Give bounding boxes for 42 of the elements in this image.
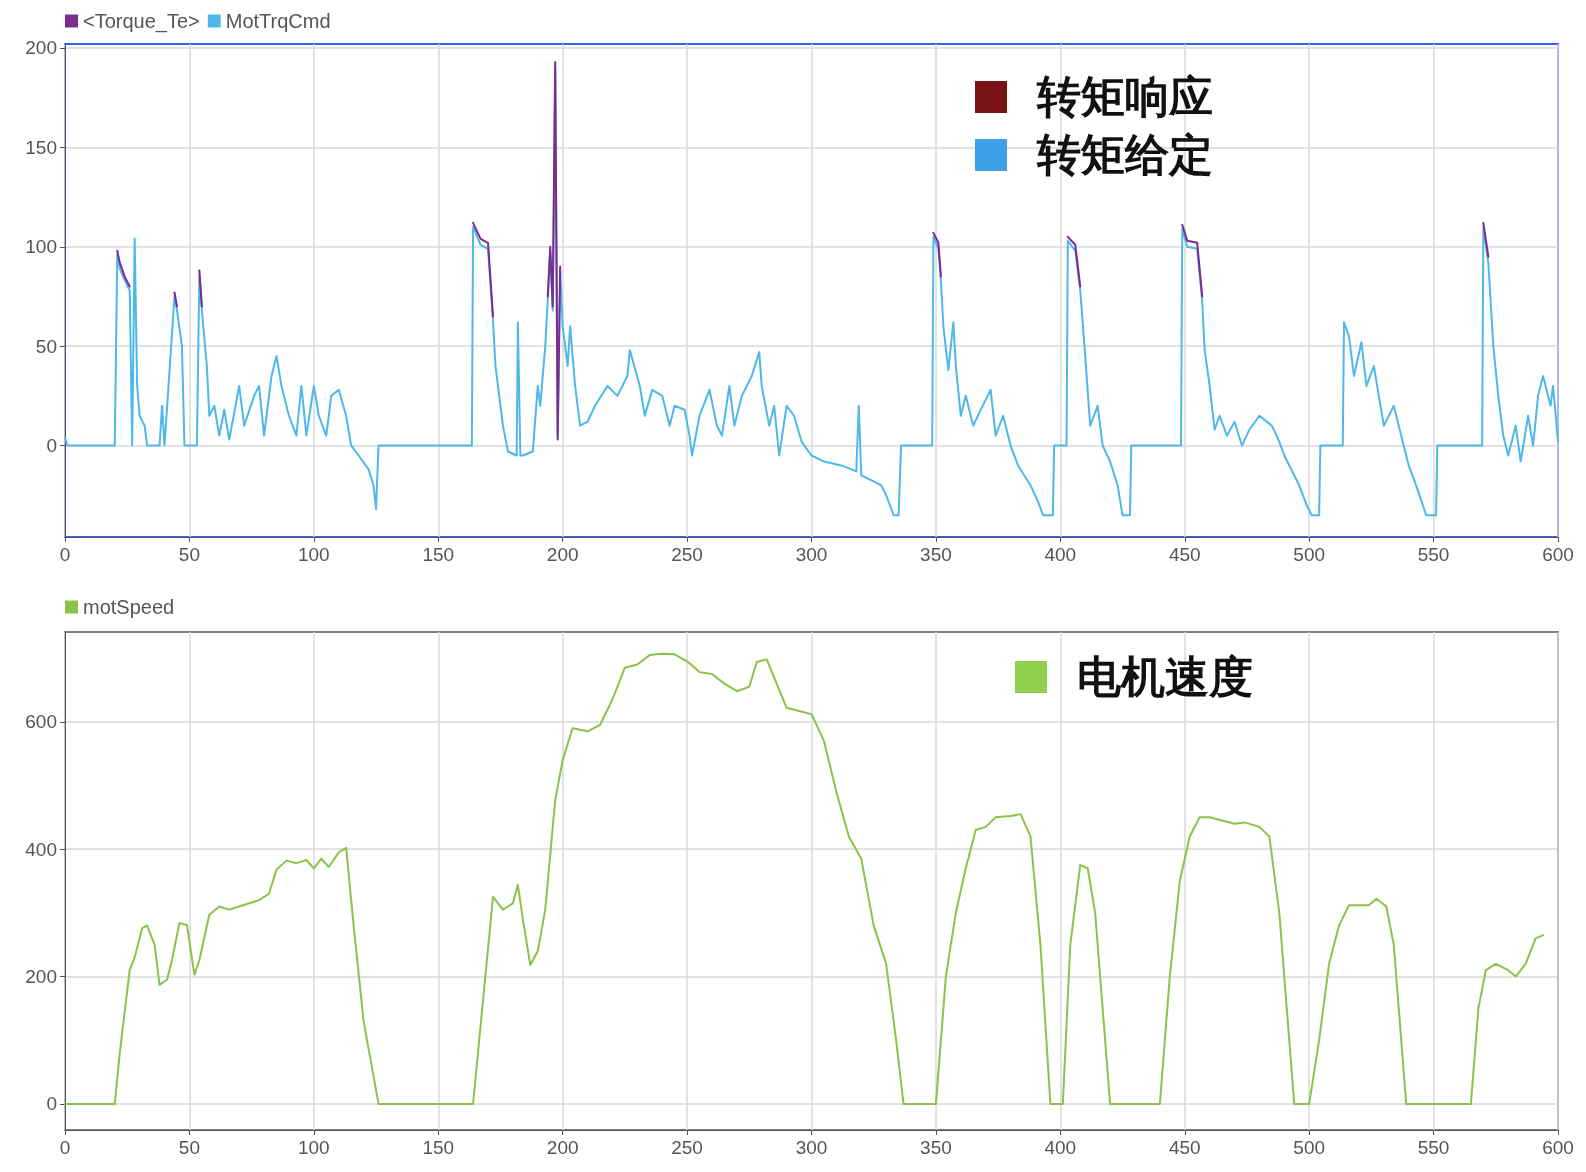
x-tick-label: 400 [1044,544,1077,565]
x-tick-label: 350 [920,1137,952,1158]
line-series [64,652,1545,1105]
annotation: 电机速度 [1077,649,1253,704]
x-tick-label: 500 [1293,544,1326,565]
x-tick-label: 200 [546,544,579,565]
x-tick-label: 50 [178,1137,200,1158]
x-tick-label: 600 [1542,544,1574,565]
y-tick-label: 150 [25,136,57,158]
x-tick-label: 450 [1168,1137,1201,1158]
legend-label: <Torque_Te> [83,10,200,33]
y-tick-label: 0 [46,1093,57,1115]
y-tick-label: 100 [25,236,57,258]
x-tick-label: 350 [920,544,952,565]
x-tick-label: 100 [297,1137,330,1158]
x-tick-label: 250 [671,1137,703,1158]
y-tick-label: 400 [25,838,57,860]
y-tick-label: 200 [25,37,57,59]
x-tick-label: 150 [422,1137,455,1158]
x-tick-label: 0 [59,1137,71,1158]
x-tick-label: 200 [546,1137,579,1158]
annotation: 转矩响应 [1037,69,1213,124]
legend-label: motSpeed [83,596,175,618]
annotation: 转矩给定 [1037,127,1213,182]
y-tick-label: 50 [35,335,57,357]
x-tick-label: 600 [1542,1137,1574,1158]
x-tick-label: 450 [1168,544,1201,565]
x-tick-label: 550 [1417,544,1450,565]
y-tick-label: 600 [25,711,57,733]
x-tick-label: 0 [59,544,71,565]
x-tick-label: 250 [671,544,703,565]
x-tick-label: 550 [1417,1137,1450,1158]
legend-label: MotTrqCmd [225,10,331,32]
y-tick-label: 0 [46,435,57,457]
x-tick-label: 100 [297,544,330,565]
x-tick-label: 150 [422,544,455,565]
x-tick-label: 300 [795,1137,828,1158]
x-tick-label: 400 [1044,1137,1077,1158]
y-tick-label: 200 [25,966,57,988]
x-tick-label: 500 [1293,1137,1326,1158]
x-tick-label: 50 [178,544,200,565]
x-tick-label: 300 [795,544,828,565]
